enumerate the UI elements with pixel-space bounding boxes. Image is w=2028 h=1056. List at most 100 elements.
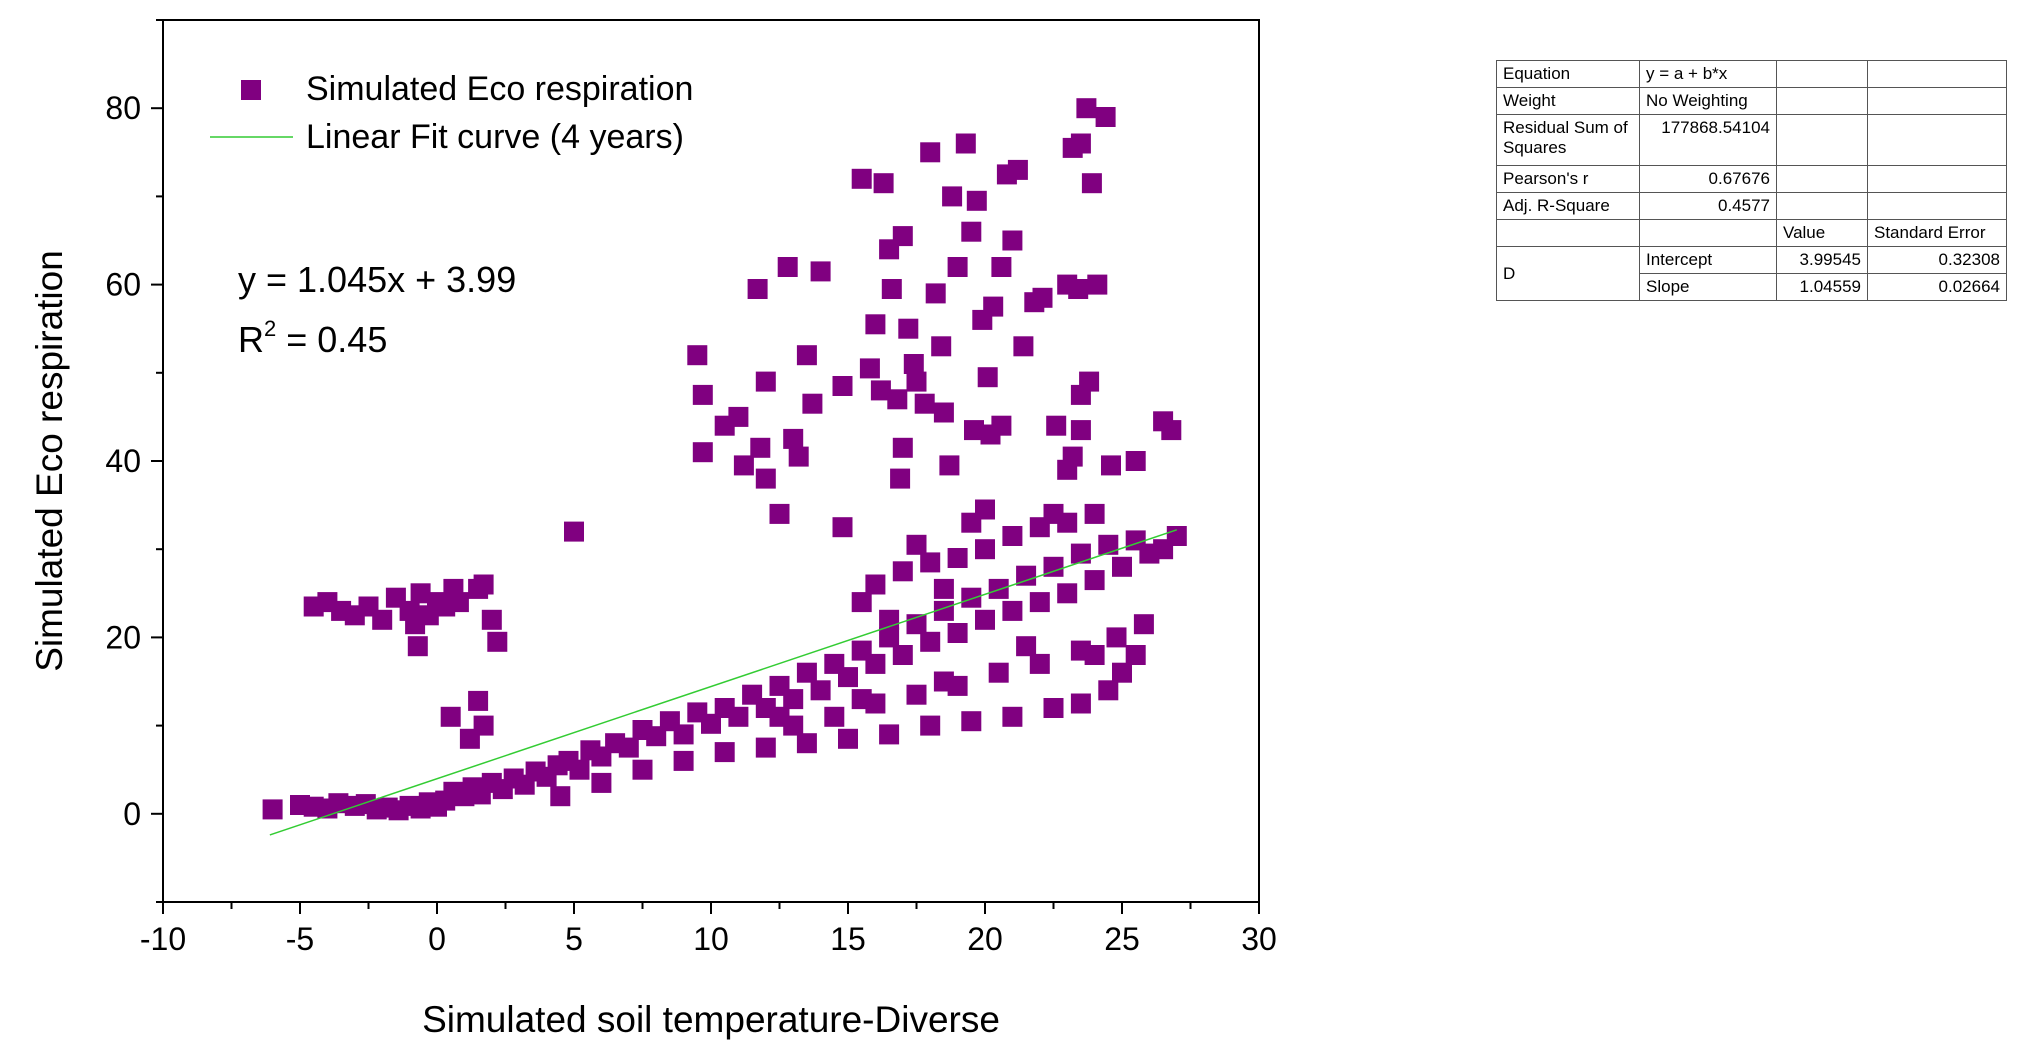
data-point [887,389,908,410]
data-point [714,742,735,763]
param-value: 3.99545 [1776,246,1868,274]
y-axis-title: Simulated Eco respiration [29,250,70,672]
data-point [1043,503,1064,524]
data-point [906,684,927,705]
y-tick-label: 40 [105,443,141,479]
stat-label: Residual Sum of Squares [1496,114,1640,166]
empty-cell [1776,165,1868,193]
data-point [728,706,749,727]
data-point [920,142,941,163]
plot-marks [262,98,1187,836]
data-point [955,133,976,154]
data-point [851,689,872,710]
data-point [1125,451,1146,471]
data-point [890,468,911,489]
x-tick-label: -10 [140,921,186,957]
data-point [1133,614,1154,635]
stat-value: 0.67676 [1639,165,1777,193]
table-row: Residual Sum of Squares 177868.54104 [1496,114,2007,166]
data-point [1057,459,1078,480]
data-point [1002,600,1023,621]
data-point [788,446,809,467]
data-point [947,623,968,643]
table-row: Equation y = a + b*x [1496,60,2007,88]
x-tick-label: 5 [565,921,583,957]
data-point [481,609,502,630]
data-point [1106,627,1127,648]
data-point [898,318,919,339]
data-point [632,759,653,780]
data-point [1002,706,1023,727]
data-point [933,578,954,599]
table-row: Adj. R-Square 0.4577 [1496,192,2007,220]
data-point [1101,455,1121,476]
empty-cell [1867,165,2007,193]
data-point [920,552,941,573]
data-point [440,706,461,727]
data-point [1098,534,1119,555]
data-point [569,759,590,780]
data-point [777,257,798,277]
data-point [1002,230,1023,251]
column-header-value: Value [1776,219,1868,247]
data-point [618,737,639,758]
data-point [964,420,984,441]
data-point [879,627,900,648]
data-point [783,689,804,710]
data-point [947,548,968,568]
data-point [961,711,982,732]
data-point [1125,645,1146,665]
data-point [448,592,469,613]
data-point [673,724,694,745]
data-point [892,437,913,458]
data-point [459,728,480,749]
data-point [865,574,886,595]
stat-value: No Weighting [1639,87,1777,115]
data-point [933,402,954,423]
data-point [1070,133,1091,154]
data-point [701,713,721,734]
stat-value: y = a + b*x [1639,60,1777,88]
table-row: Value Standard Error [1496,219,2007,247]
empty-cell [1639,219,1777,247]
empty-cell [1867,87,2007,115]
data-point [564,521,584,542]
data-point [873,173,894,194]
r-squared: R2 = 0.45 [238,316,387,360]
data-point [1032,287,1053,308]
data-point [988,578,1009,599]
data-point [870,380,891,401]
data-point [832,376,853,396]
data-point [1002,526,1023,546]
data-point [931,336,952,357]
data-point [810,261,831,282]
data-point [961,587,982,608]
data-point [942,186,963,207]
empty-cell [1776,60,1868,88]
data-point [1043,698,1064,718]
data-point [1087,274,1108,295]
data-point [1046,415,1067,436]
data-point [1112,662,1132,683]
y-tick-label: 80 [105,90,141,126]
data-point [933,671,954,692]
data-point [755,737,776,758]
data-point [859,358,880,379]
data-point [920,715,941,736]
data-point [824,706,845,727]
data-point [925,283,946,304]
data-point [1084,503,1105,524]
data-point [755,468,776,489]
data-point [991,415,1012,436]
data-point [1068,279,1089,299]
y-tick-label: 20 [105,619,141,655]
param-error: 0.32308 [1867,246,2007,274]
fit-statistics-table: Equation y = a + b*x Weight No Weighting… [1496,60,2007,301]
data-point [914,393,935,414]
data-point [988,662,1009,683]
data-point [728,406,749,427]
table-row: Weight No Weighting [1496,87,2007,115]
data-point [975,609,995,630]
data-point [1043,556,1064,577]
x-tick-label: 20 [967,921,1003,957]
